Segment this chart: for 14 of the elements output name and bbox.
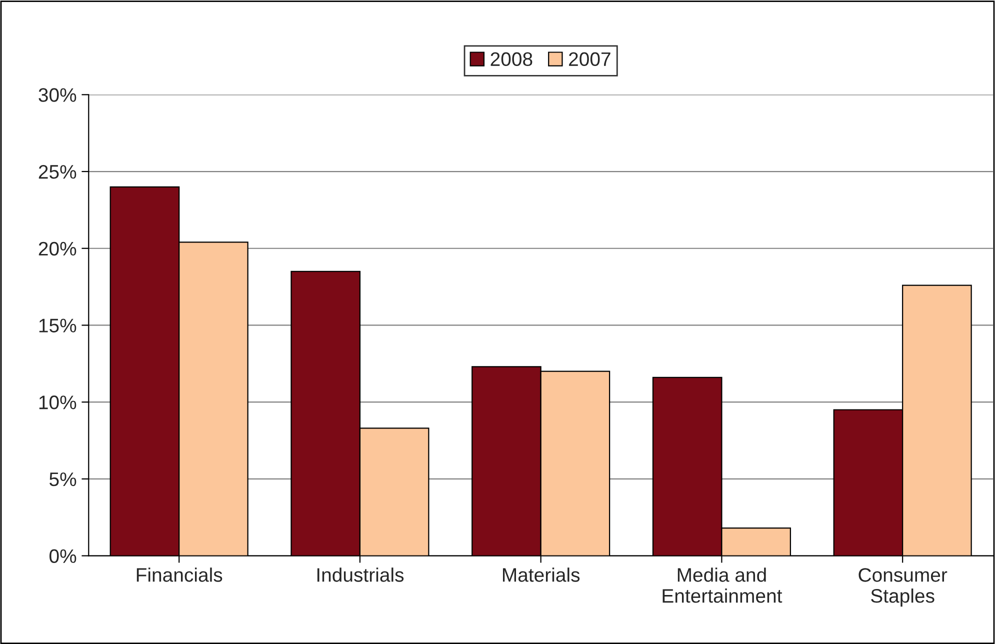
legend-label: 2007 — [569, 52, 610, 66]
y-tick-label: 30% — [38, 88, 76, 102]
x-tick-label: Media and Entertainment — [662, 568, 782, 603]
y-tick-label: 15% — [39, 318, 76, 332]
y-tick-label: 25% — [38, 164, 76, 179]
legend-label: 2008 — [490, 52, 532, 66]
y-tick-label: 10% — [39, 396, 76, 410]
x-tick-label: Financials — [136, 568, 222, 582]
y-tick-label: 20% — [38, 242, 76, 256]
y-tick-label: 0% — [49, 549, 76, 564]
x-tick-label: Materials — [502, 568, 580, 582]
y-tick-label: 5% — [50, 472, 76, 486]
x-tick-label: Consumer Staples — [858, 568, 948, 607]
x-tick-label: Industrials — [317, 568, 404, 582]
